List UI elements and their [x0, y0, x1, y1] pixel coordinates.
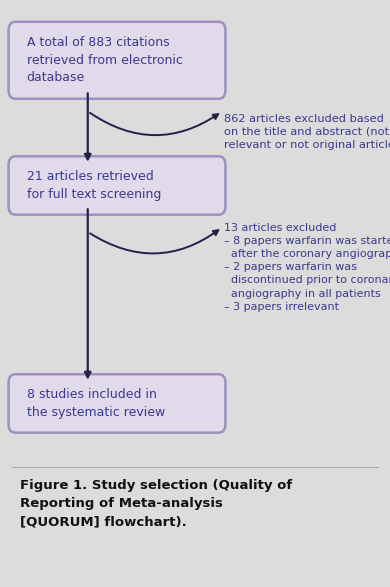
- FancyBboxPatch shape: [9, 22, 225, 99]
- Text: 13 articles excluded
– 8 papers warfarin was started
  after the coronary angiog: 13 articles excluded – 8 papers warfarin…: [224, 222, 390, 312]
- Text: Figure 1. Study selection (Quality of
Reporting of Meta-analysis
[QUORUM] flowch: Figure 1. Study selection (Quality of Re…: [20, 478, 292, 528]
- Text: 862 articles excluded based
on the title and abstract (not
relevant or not origi: 862 articles excluded based on the title…: [224, 114, 390, 150]
- FancyBboxPatch shape: [9, 375, 225, 433]
- FancyBboxPatch shape: [9, 156, 225, 215]
- Text: 21 articles retrieved
for full text screening: 21 articles retrieved for full text scre…: [27, 170, 161, 201]
- Text: A total of 883 citations
retrieved from electronic
database: A total of 883 citations retrieved from …: [27, 36, 183, 85]
- Text: 8 studies included in
the systematic review: 8 studies included in the systematic rev…: [27, 388, 165, 419]
